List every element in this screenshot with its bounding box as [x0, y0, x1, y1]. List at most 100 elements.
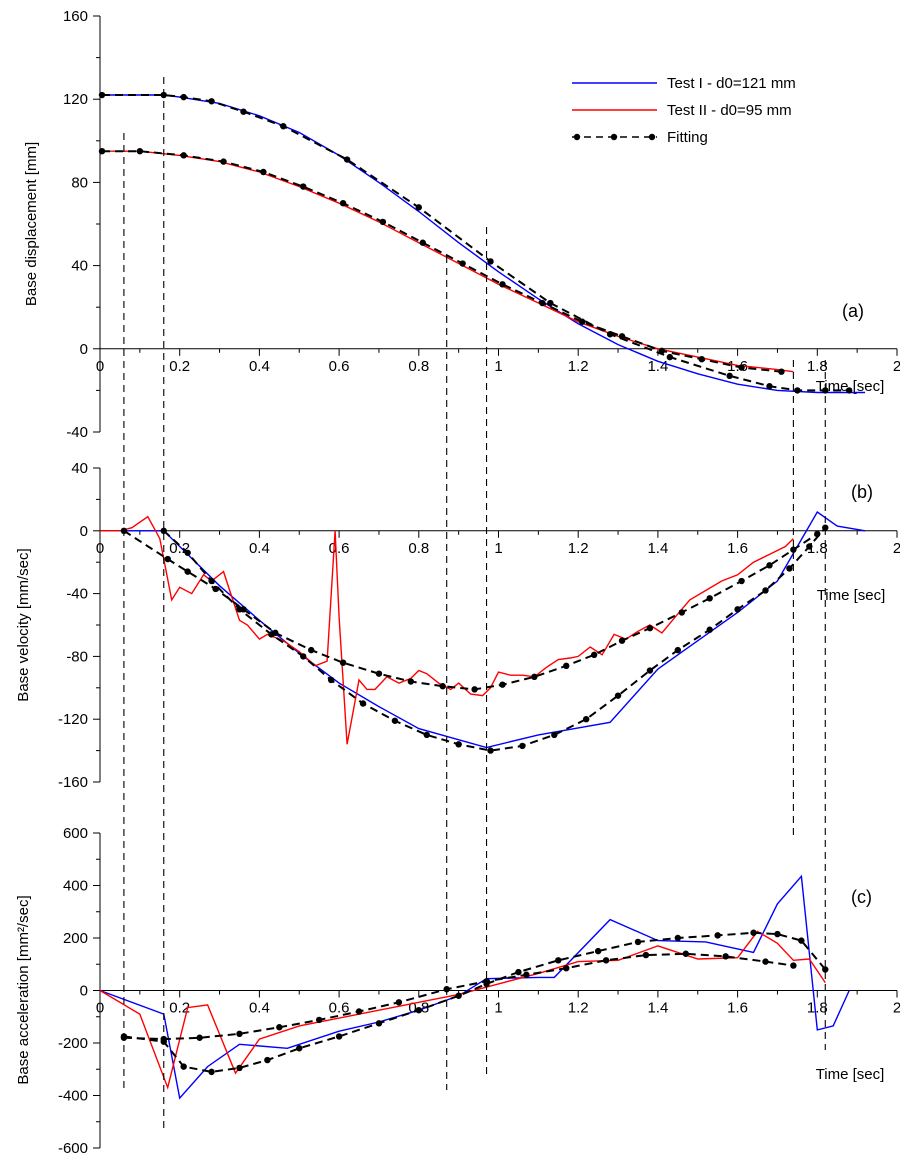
fitting-point	[722, 953, 729, 960]
y-axis-label: Base velocity [mm/sec]	[15, 548, 32, 701]
x-tick-label: 0.6	[329, 358, 350, 375]
fitting-point	[439, 683, 446, 690]
fitting-point	[539, 299, 546, 307]
fitting-point	[415, 204, 422, 211]
fitting-point	[415, 1006, 422, 1014]
fitting-point	[180, 93, 187, 101]
fitting-point	[459, 260, 466, 267]
legend-label: Test II - d0=95 mm	[667, 102, 792, 119]
x-tick-label: 1.6	[727, 540, 748, 557]
fitting-point	[786, 565, 793, 572]
fitting-point	[184, 549, 191, 556]
x-tick-label: 0.6	[329, 1000, 350, 1017]
x-tick-label: 1	[494, 358, 502, 375]
fitting-point	[379, 218, 387, 226]
fitting-point	[196, 1034, 203, 1041]
fitting-point	[260, 168, 267, 176]
fitting-point	[822, 966, 829, 973]
fitting-point	[395, 999, 403, 1006]
fitting-point	[646, 667, 654, 674]
y-tick-label: 40	[71, 460, 88, 477]
y-axis-label: Base displacement [mm]	[23, 142, 40, 306]
x-tick-label: 1	[494, 540, 502, 557]
fitting-point	[136, 148, 144, 155]
fitting-point	[590, 651, 598, 659]
fitting-point	[563, 964, 570, 972]
fitting-point	[774, 930, 781, 938]
fitting-point	[160, 527, 167, 534]
legend: Test I - d0=121 mm Test II - d0=95 mm Fitt…	[572, 75, 796, 146]
fitting-point	[315, 1016, 323, 1024]
fitting-point	[698, 356, 705, 363]
fitting-point	[738, 364, 745, 371]
y-tick-label: 160	[63, 8, 88, 25]
fitting-point	[798, 937, 805, 944]
x-tick-label: 0.8	[408, 358, 429, 375]
legend-dot	[610, 133, 618, 141]
fitting-point	[455, 741, 462, 748]
y-tick-label: 200	[63, 930, 88, 947]
y-tick-label: -160	[58, 774, 88, 791]
panel-c: -600-400-200020040060000.20.40.60.811.21…	[15, 825, 900, 1155]
x-tick-label: 0	[96, 540, 104, 557]
x-tick-label: 0.4	[249, 358, 270, 375]
fitting-point	[487, 747, 494, 754]
fitting-point	[634, 938, 642, 946]
fitting-point	[471, 686, 478, 693]
fitting-point	[578, 318, 586, 325]
fitting-point	[706, 626, 713, 633]
fitting-point	[220, 158, 227, 165]
fitting-point	[296, 1045, 303, 1052]
y-tick-label: 120	[63, 91, 88, 108]
fitting-point	[766, 383, 773, 390]
x-tick-label: 1.8	[807, 540, 828, 557]
x-tick-label: 0.8	[408, 540, 429, 557]
fitting-point	[499, 281, 506, 288]
fitting-point	[236, 606, 243, 613]
fitting-point	[658, 347, 666, 355]
fitting-point	[264, 1056, 271, 1064]
fitting-point	[845, 387, 853, 394]
fitting-point	[208, 577, 215, 585]
fitting-point	[483, 978, 490, 985]
x-tick-label: 0	[96, 1000, 104, 1017]
fitting-point	[276, 1024, 283, 1031]
y-tick-label: 0	[80, 523, 88, 540]
y-tick-label: -40	[66, 424, 88, 441]
y-tick-label: 600	[63, 825, 88, 842]
fitting-point	[355, 1008, 363, 1015]
x-tick-label: 1.4	[647, 1000, 668, 1017]
fitting-point	[300, 183, 307, 190]
fitting-point	[738, 577, 745, 585]
fitting-point	[98, 91, 106, 99]
series-line-fitting	[123, 952, 794, 1041]
x-axis-label: Time [sec]	[816, 378, 885, 395]
fitting-point	[212, 585, 219, 593]
y-tick-label: -200	[58, 1035, 88, 1052]
fitting-point	[308, 646, 315, 654]
fitting-point	[184, 568, 191, 575]
x-tick-label: 2	[893, 1000, 900, 1017]
x-tick-label: 0.4	[249, 540, 270, 557]
fitting-point	[499, 681, 506, 688]
legend-label: Test I - d0=121 mm	[667, 75, 796, 92]
fitting-point	[339, 200, 347, 207]
x-tick-label: 1.6	[727, 1000, 748, 1017]
y-tick-label: -120	[58, 711, 88, 728]
panel-tag: (a)	[842, 301, 864, 321]
fitting-point	[280, 123, 287, 130]
x-tick-label: 1.2	[568, 540, 589, 557]
x-tick-label: 1.8	[807, 1000, 828, 1017]
x-tick-label: 1.4	[647, 540, 668, 557]
series-line-test-1	[100, 510, 866, 749]
x-tick-label: 0.2	[169, 358, 190, 375]
y-tick-label: -600	[58, 1140, 88, 1155]
fitting-point	[602, 957, 610, 964]
fitting-point	[236, 1030, 243, 1038]
fitting-point	[523, 971, 530, 978]
fitting-point	[563, 662, 570, 670]
y-tick-label: 400	[63, 878, 88, 895]
y-tick-label: -80	[66, 648, 88, 665]
